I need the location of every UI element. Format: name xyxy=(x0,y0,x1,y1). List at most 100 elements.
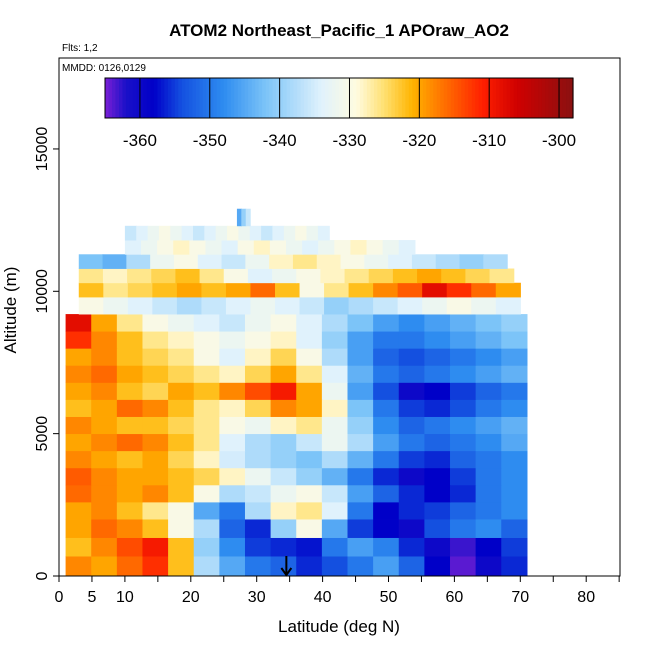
heatmap-cell xyxy=(65,433,92,452)
heatmap-cell xyxy=(424,314,451,332)
heatmap-cell xyxy=(221,240,239,255)
x-tick-label: 5 xyxy=(87,589,96,606)
colorbar: -360 -350 -340 -330 -320 -310 -300 xyxy=(104,77,576,150)
heatmap-cell xyxy=(170,225,183,241)
heatmap-cell xyxy=(489,268,515,284)
heatmap-cell xyxy=(241,208,247,227)
colorbar-swatch xyxy=(118,78,124,118)
heatmap-cell xyxy=(347,331,374,349)
heatmap-cell xyxy=(398,501,425,520)
heatmap-cell xyxy=(269,240,287,255)
heatmap-cell xyxy=(244,314,272,332)
heatmap-cell xyxy=(250,282,276,298)
colorbar-swatch xyxy=(345,78,351,118)
heatmap-cell xyxy=(193,399,220,417)
heatmap-cell xyxy=(321,331,349,349)
colorbar-swatch xyxy=(408,78,413,118)
heatmap-cell xyxy=(142,537,169,557)
heatmap-cell xyxy=(65,519,92,538)
heatmap-cell xyxy=(373,519,400,538)
heatmap-cell xyxy=(151,268,177,284)
colorbar-swatch xyxy=(496,78,501,118)
heatmap-cell xyxy=(347,484,374,503)
colorbar-swatch xyxy=(251,78,256,118)
colorbar-swatch xyxy=(227,78,232,118)
heatmap-cell xyxy=(219,467,246,486)
x-tick-label: 0 xyxy=(55,589,64,606)
heatmap-cell xyxy=(475,501,502,520)
colorbar-tick-label: -360 xyxy=(123,131,157,150)
colorbar-swatch xyxy=(524,78,529,118)
heatmap-cell xyxy=(296,416,323,435)
heatmap-cell xyxy=(168,556,195,577)
heatmap-cell xyxy=(475,331,502,349)
colorbar-swatch xyxy=(244,78,249,118)
colorbar-swatch xyxy=(349,78,354,118)
heatmap-cell xyxy=(189,240,207,255)
heatmap-cell xyxy=(142,331,169,349)
x-tick-label: 70 xyxy=(511,589,529,606)
colorbar-swatch xyxy=(234,78,239,118)
heatmap-cell xyxy=(475,467,502,486)
heatmap-cell xyxy=(65,501,92,520)
colorbar-swatch xyxy=(192,78,197,118)
heatmap-cell xyxy=(249,225,262,241)
heatmap-cell xyxy=(398,537,425,557)
heatmap-cell xyxy=(321,450,349,469)
colorbar-swatch xyxy=(492,78,497,118)
heatmap-cell xyxy=(450,331,477,349)
colorbar-swatch xyxy=(394,78,399,118)
heatmap-cell xyxy=(91,433,118,452)
heatmap-cell xyxy=(450,416,477,435)
heatmap-cell xyxy=(204,225,217,241)
heatmap-cell xyxy=(424,382,451,400)
heatmap-cell xyxy=(347,382,374,400)
colorbar-swatch xyxy=(342,78,347,118)
colorbar-swatch xyxy=(178,78,183,118)
heatmap-cell xyxy=(269,254,294,269)
heatmap-cell xyxy=(102,268,128,284)
heatmap-cell xyxy=(296,556,323,577)
colorbar-swatch xyxy=(527,78,532,118)
heatmap-cell xyxy=(296,382,323,400)
heatmap-cell xyxy=(65,314,92,332)
colorbar-swatch xyxy=(164,78,169,118)
y-tick-label: 10000 xyxy=(34,269,51,314)
heatmap-cell xyxy=(272,268,297,284)
colorbar-swatch xyxy=(132,78,138,118)
heatmap-cell xyxy=(116,331,144,349)
heatmap-cell xyxy=(168,501,195,520)
colorbar-swatch xyxy=(419,78,424,118)
colorbar-swatch xyxy=(195,78,200,118)
heatmap-cell xyxy=(244,556,272,577)
colorbar-swatch xyxy=(160,78,165,118)
heatmap-cell xyxy=(373,556,400,577)
colorbar-swatch xyxy=(391,78,396,118)
colorbar-swatch xyxy=(136,78,141,118)
heatmap-cell xyxy=(366,240,384,255)
colorbar-swatch xyxy=(248,78,253,118)
heatmap-cell xyxy=(373,450,400,469)
colorbar-swatch xyxy=(220,78,225,118)
colorbar-swatch xyxy=(531,78,536,118)
colorbar-tick-label: -320 xyxy=(402,131,436,150)
heatmap-cell xyxy=(219,501,246,520)
colorbar-swatch xyxy=(545,78,550,118)
heatmap-cell xyxy=(450,501,477,520)
heatmap-cell xyxy=(320,268,346,284)
heatmap-cell xyxy=(296,348,323,366)
heatmap-cell xyxy=(142,348,169,366)
colorbar-swatch xyxy=(412,78,417,118)
heatmap-cell xyxy=(102,254,127,269)
colorbar-swatch xyxy=(356,78,361,118)
heatmap-cell xyxy=(65,331,92,349)
heatmap-cell xyxy=(296,537,323,557)
heatmap-cell xyxy=(417,268,442,284)
heatmap-cell xyxy=(78,282,104,298)
colorbar-swatch xyxy=(255,78,260,118)
heatmap-cell xyxy=(65,537,92,557)
heatmap-cell xyxy=(347,348,374,366)
heatmap-cell xyxy=(244,467,272,486)
heatmap-cell xyxy=(219,537,246,557)
colorbar-swatch xyxy=(258,78,263,118)
